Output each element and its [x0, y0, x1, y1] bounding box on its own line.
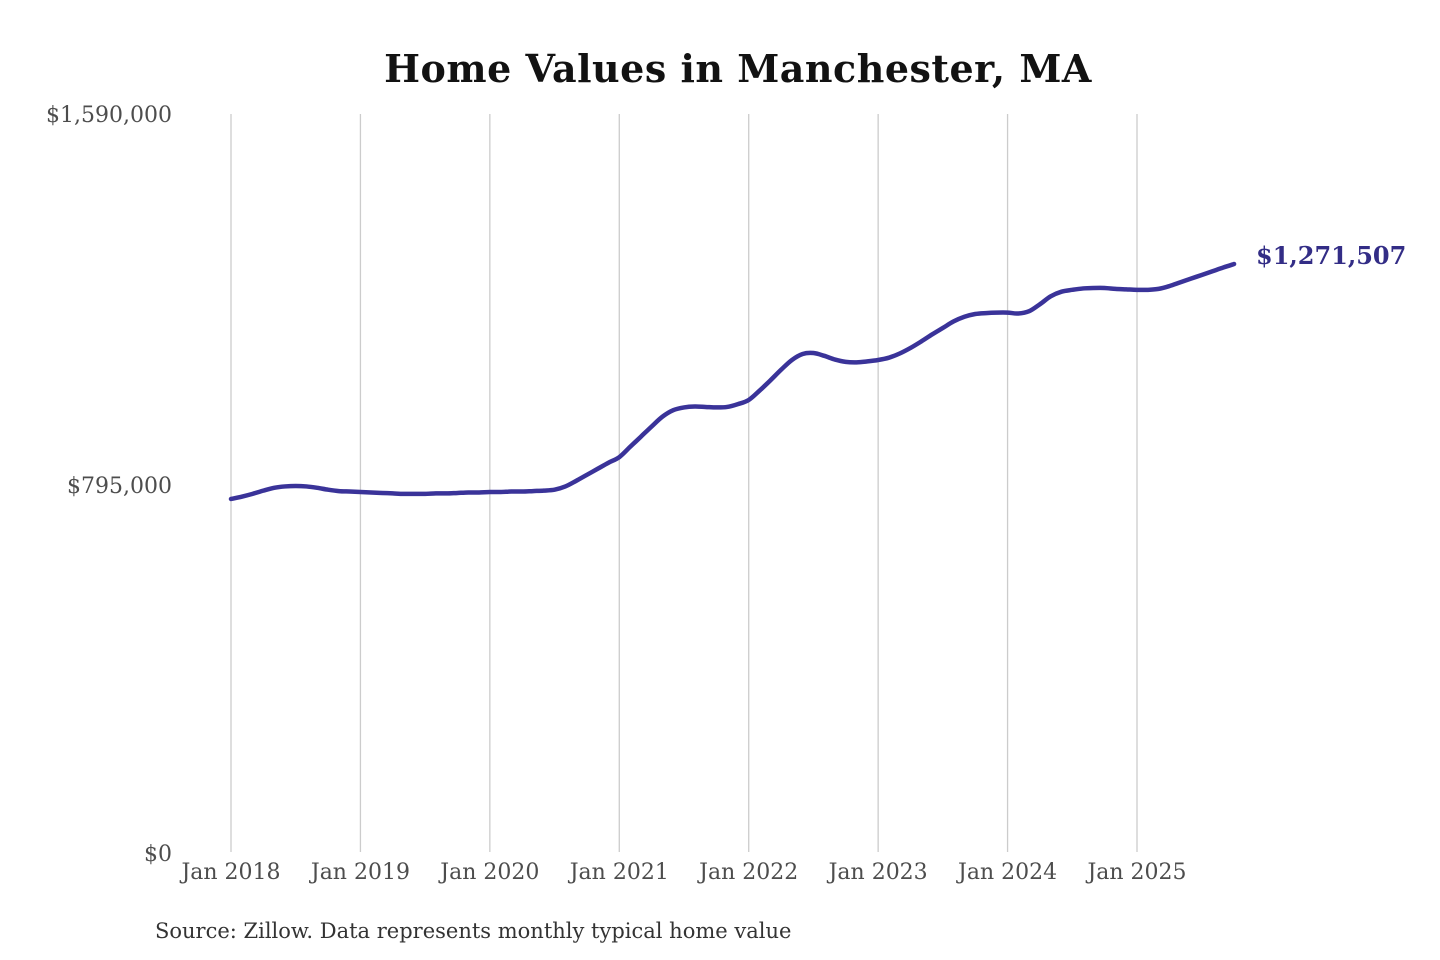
x-axis-label: Jan 2021 — [569, 860, 669, 885]
home-value-line — [228, 261, 1237, 502]
x-axis-label: Jan 2025 — [1087, 860, 1187, 885]
x-axis-label: Jan 2022 — [699, 860, 799, 885]
y-axis-label-zero: $0 — [144, 842, 172, 867]
x-axis-label: Jan 2024 — [958, 860, 1058, 885]
x-axis-label: Jan 2023 — [828, 860, 928, 885]
source-note: Source: Zillow. Data represents monthly … — [155, 919, 792, 943]
x-axis-label: Jan 2018 — [181, 860, 281, 885]
x-axis-label: Jan 2019 — [310, 860, 410, 885]
chart-title: Home Values in Manchester, MA — [384, 46, 1092, 91]
y-axis-label-max: $1,590,000 — [46, 103, 172, 128]
y-axis-label-mid: $795,000 — [67, 474, 172, 499]
latest-value-label: $1,271,507 — [1256, 241, 1407, 270]
x-axis-label: Jan 2020 — [440, 860, 540, 885]
